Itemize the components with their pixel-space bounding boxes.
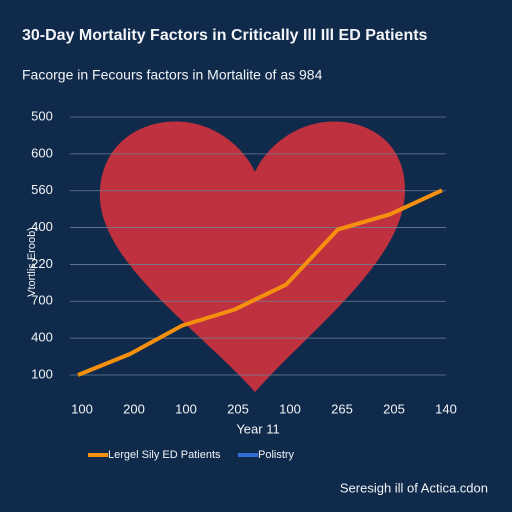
x-tick-label: 205 — [383, 401, 405, 416]
chart-title: 30-Day Mortality Factors in Critically I… — [22, 27, 428, 44]
x-tick-label: 265 — [331, 401, 353, 416]
legend-label: Polistry — [258, 449, 295, 461]
y-tick-label: 400 — [31, 219, 53, 234]
data-line — [77, 188, 443, 377]
x-tick-label: 140 — [435, 401, 457, 416]
x-tick-label: 100 — [175, 401, 197, 416]
x-axis-label: Year 11 — [236, 421, 279, 436]
x-tick-label: 100 — [71, 401, 93, 416]
x-tick-label: 205 — [227, 401, 249, 416]
legend-label: Lergel Sily ED Patients — [108, 449, 221, 461]
footer: Seresigh ill of Actica.cdon — [340, 480, 488, 495]
x-tick-label: 100 — [279, 401, 301, 416]
heart-decoration — [99, 121, 405, 392]
x-tick-label: 200 — [123, 401, 145, 416]
y-tick-label: 600 — [31, 145, 53, 160]
y-tick-label: 400 — [31, 330, 53, 345]
y-tick-label: 100 — [31, 366, 53, 381]
y-tick-label: 700 — [31, 293, 53, 308]
y-tick-label: 220 — [31, 256, 53, 271]
y-axis-label: Vtortlis Eroob) — [26, 227, 38, 297]
y-tick-label: 500 — [31, 108, 53, 123]
chart-subtitle: Facorge in Fecours factors in Mortalite … — [22, 67, 323, 83]
y-tick-label: 560 — [31, 182, 53, 197]
